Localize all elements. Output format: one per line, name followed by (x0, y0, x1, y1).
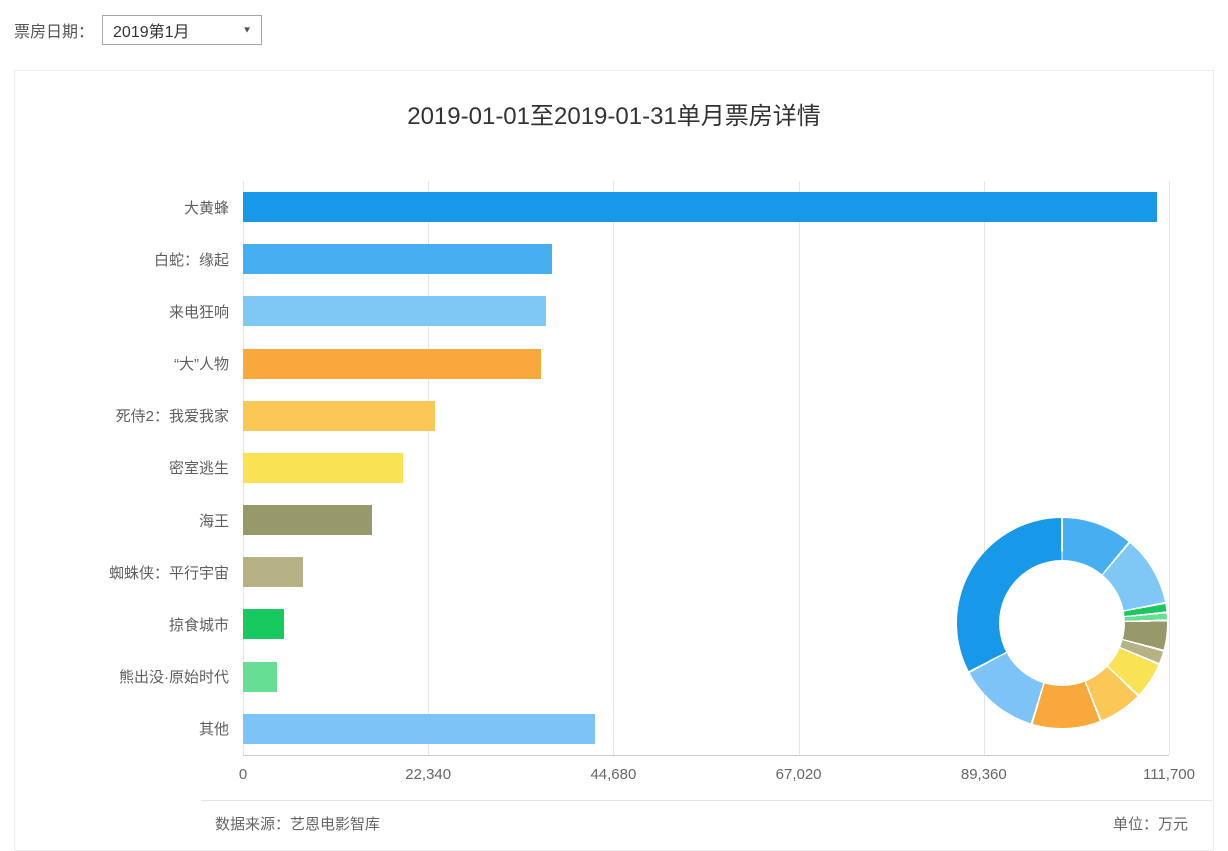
card-footer: 数据来源：艺恩电影智库 单位：万元 (201, 800, 1212, 850)
data-source-text: 数据来源：艺恩电影智库 (215, 816, 381, 833)
bar[interactable] (243, 400, 436, 431)
bar-row: 海王 (199, 505, 1169, 536)
bar[interactable] (243, 348, 541, 379)
bar-row: 白蛇：缘起 (154, 244, 1169, 275)
category-label: 其他 (198, 721, 229, 739)
chevron-down-icon: ▼ (242, 25, 253, 35)
bar[interactable] (243, 244, 553, 275)
bar-row: 密室逃生 (169, 452, 1169, 483)
bar-row: 来电狂响 (169, 296, 1169, 327)
category-label: 来电狂响 (168, 303, 229, 321)
gridline (1169, 181, 1170, 755)
bar[interactable] (243, 713, 596, 744)
bar-row: 掠食城市 (169, 609, 1169, 640)
category-label: 蜘蛛侠：平行宇宙 (108, 564, 229, 582)
x-tick-label: 44,680 (590, 766, 637, 783)
category-label: 死侍2：我爱我家 (115, 408, 229, 426)
category-label: 大黄蜂 (183, 199, 229, 217)
bar[interactable] (243, 505, 373, 536)
chart-card: 2019-01-01至2019-01-31单月票房详情 大黄蜂白蛇：缘起来电狂响… (14, 70, 1214, 851)
bar-row: “大”人物 (174, 348, 1169, 379)
donut-chart[interactable] (957, 518, 1167, 728)
category-label: 海王 (198, 512, 229, 530)
unit-text: 单位：万元 (1112, 816, 1188, 833)
bar-row: 大黄蜂 (184, 192, 1169, 223)
category-label: 掠食城市 (168, 616, 229, 634)
bar[interactable] (243, 557, 303, 588)
x-tick-label: 89,360 (960, 766, 1007, 783)
category-label: 白蛇：缘起 (153, 251, 229, 269)
donut-hole (999, 560, 1125, 686)
gridline (428, 181, 430, 755)
x-tick-label: 22,340 (405, 766, 452, 783)
filter-bar: 票房日期： 2019第1月 ▼ (0, 0, 1228, 46)
category-label: “大”人物 (174, 356, 229, 374)
bar[interactable] (243, 609, 284, 640)
category-label: 熊出没·原始时代 (119, 669, 229, 687)
bar-rows: 大黄蜂白蛇：缘起来电狂响 “大”人物死侍2：我爱我家密室逃生海王蜘蛛侠：平行宇宙掠… (109, 181, 1169, 755)
gridline (798, 181, 800, 755)
gridline (983, 181, 985, 755)
bar-row: 其他 (199, 713, 1169, 744)
bar[interactable] (243, 452, 403, 483)
bar[interactable] (243, 192, 1158, 223)
x-tick-label: 111,700 (1143, 766, 1195, 783)
date-filter-label: 票房日期： (14, 24, 95, 41)
date-select[interactable]: 2019第1月 ▼ (102, 15, 263, 45)
chart-title: 2019-01-01至2019-01-31单月票房详情 (407, 103, 821, 130)
date-select-value: 2019第1月 (113, 24, 190, 41)
bar[interactable] (243, 661, 277, 692)
x-tick-label: 0 (238, 766, 248, 783)
x-axis: 0 22,340 44,680 67,020 89,360 111,700 (239, 764, 1195, 786)
category-label: 密室逃生 (168, 460, 229, 478)
bar-row: 死侍2：我爱我家 (116, 400, 1169, 431)
bar[interactable] (243, 296, 547, 327)
gridline (613, 181, 615, 755)
bar-row: 熊出没·原始时代 (119, 661, 1169, 692)
bar-row: 蜘蛛侠：平行宇宙 (109, 557, 1169, 588)
x-tick-label: 67,020 (775, 766, 822, 783)
bar-chart: 大黄蜂白蛇：缘起来电狂响 “大”人物死侍2：我爱我家密室逃生海王蜘蛛侠：平行宇宙掠… (109, 181, 1170, 756)
